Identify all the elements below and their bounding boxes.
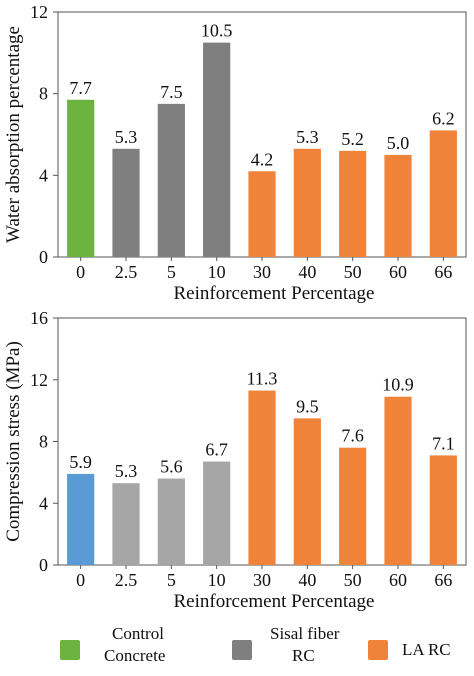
data-label: 5.9 bbox=[69, 452, 92, 472]
x-tick-label: 60 bbox=[389, 570, 407, 590]
bar bbox=[203, 461, 231, 565]
x-tick-label: 40 bbox=[298, 262, 316, 282]
bar bbox=[67, 473, 95, 565]
x-tick-label: 40 bbox=[298, 570, 316, 590]
data-label: 11.3 bbox=[247, 369, 278, 389]
legend-item-sisal: Sisal fiber RC bbox=[232, 620, 352, 676]
x-tick-label: 5 bbox=[167, 570, 176, 590]
x-tick-label: 30 bbox=[253, 262, 271, 282]
data-label: 7.5 bbox=[160, 82, 183, 102]
data-label: 10.9 bbox=[382, 375, 414, 395]
y-tick-label: 12 bbox=[30, 370, 48, 390]
bar bbox=[157, 478, 185, 565]
x-tick-label: 66 bbox=[434, 570, 452, 590]
data-label: 7.1 bbox=[432, 433, 455, 453]
bar bbox=[339, 150, 367, 257]
x-tick-label: 0 bbox=[76, 262, 85, 282]
chart-compression: 0 4 8 12 16 5.9 0 5.3 2.5 5.6 5 6.7 10 11.3 30 9.5 40 7.6… bbox=[3, 308, 467, 612]
bar bbox=[429, 130, 457, 257]
x-tick-label: 10 bbox=[208, 570, 226, 590]
legend-label-control-line1: Control bbox=[112, 624, 164, 643]
x-tick-label: 0 bbox=[76, 570, 85, 590]
bar bbox=[67, 99, 95, 258]
y-axis-title: Water absorption percentage bbox=[3, 26, 24, 243]
legend-swatch-la-rc bbox=[368, 640, 388, 660]
x-tick-label: 60 bbox=[389, 262, 407, 282]
data-label: 5.3 bbox=[115, 461, 138, 481]
legend-swatch-control bbox=[60, 640, 80, 660]
legend-label-sisal-line2: RC bbox=[292, 646, 315, 665]
x-tick-label: 2.5 bbox=[115, 262, 138, 282]
y-axis-title: Compression stress (MPa) bbox=[3, 341, 24, 542]
x-tick-label: 5 bbox=[167, 262, 176, 282]
data-label: 9.5 bbox=[296, 396, 319, 416]
data-label: 5.3 bbox=[296, 127, 319, 147]
data-label: 4.2 bbox=[251, 149, 274, 169]
data-label: 10.5 bbox=[201, 21, 233, 41]
bar bbox=[384, 154, 412, 257]
bar bbox=[293, 148, 321, 257]
legend-item-la-rc: LA RC bbox=[368, 620, 472, 676]
x-axis-title: Reinforcement Percentage bbox=[174, 283, 375, 304]
data-label: 5.6 bbox=[160, 457, 183, 477]
x-tick-label: 50 bbox=[344, 570, 362, 590]
legend-label-sisal-line1: Sisal fiber bbox=[270, 624, 340, 643]
bar bbox=[248, 390, 276, 565]
bar bbox=[429, 455, 457, 565]
y-tick-label: 4 bbox=[39, 165, 48, 185]
bar bbox=[293, 418, 321, 565]
legend-label-control-line2: Concrete bbox=[104, 646, 166, 665]
bar bbox=[112, 148, 140, 257]
x-tick-label: 50 bbox=[344, 262, 362, 282]
bar bbox=[248, 171, 276, 257]
x-axis-title: Reinforcement Percentage bbox=[174, 591, 375, 612]
legend: Control Concrete Sisal fiber RC LA RC bbox=[0, 620, 474, 676]
x-tick-label: 10 bbox=[208, 262, 226, 282]
legend-label-la-rc: LA RC bbox=[402, 640, 451, 659]
bar bbox=[112, 483, 140, 565]
data-label: 5.0 bbox=[387, 133, 410, 153]
data-label: 5.2 bbox=[341, 129, 364, 149]
bar bbox=[339, 447, 367, 565]
y-tick-label: 0 bbox=[39, 247, 48, 267]
chart-water: 0 4 8 12 7.7 0 5.3 2.5 7.5 5 10.5 10 4.2 30 5.3 40 5.2 50… bbox=[3, 2, 467, 304]
y-tick-label: 8 bbox=[39, 84, 48, 104]
bar bbox=[384, 396, 412, 565]
y-tick-label: 12 bbox=[30, 2, 48, 22]
data-label: 5.3 bbox=[115, 127, 138, 147]
data-label: 6.2 bbox=[432, 108, 455, 128]
y-tick-label: 0 bbox=[39, 555, 48, 575]
data-label: 7.6 bbox=[341, 426, 364, 446]
x-tick-label: 66 bbox=[434, 262, 452, 282]
charts-svg: 048127.705.32.57.5510.5104.2305.3405.250… bbox=[3, 2, 467, 612]
data-label: 7.7 bbox=[69, 78, 92, 98]
x-tick-label: 2.5 bbox=[115, 570, 138, 590]
data-label: 6.7 bbox=[205, 440, 228, 460]
y-tick-label: 4 bbox=[39, 493, 48, 513]
legend-item-control: Control Concrete bbox=[60, 620, 220, 676]
x-tick-label: 30 bbox=[253, 570, 271, 590]
legend-swatch-sisal bbox=[232, 640, 252, 660]
y-tick-label: 8 bbox=[39, 432, 48, 452]
bar bbox=[203, 42, 231, 257]
y-tick-label: 16 bbox=[30, 308, 48, 328]
bar bbox=[157, 103, 185, 257]
